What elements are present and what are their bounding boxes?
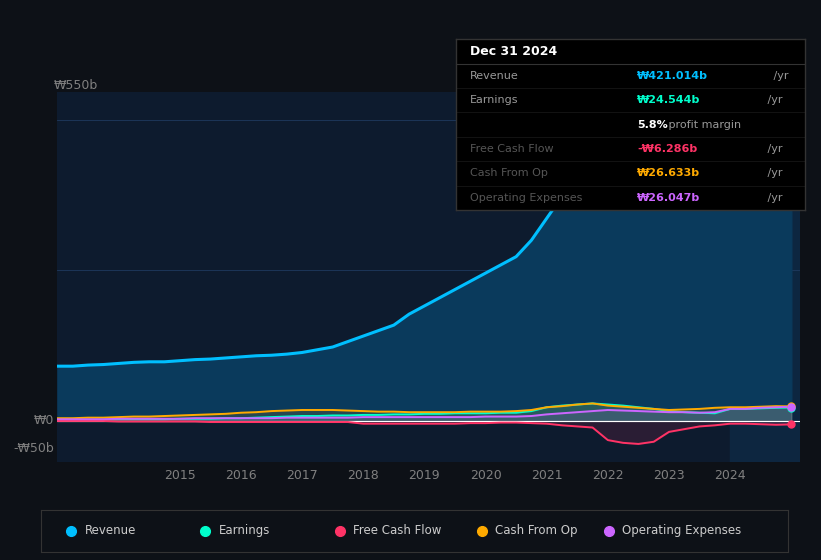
Text: /yr: /yr [764,169,782,179]
Text: ₩24.544b: ₩24.544b [637,95,700,105]
Text: Free Cash Flow: Free Cash Flow [353,524,442,537]
Text: Revenue: Revenue [85,524,135,537]
Text: profit margin: profit margin [665,120,741,129]
Bar [730,92,800,462]
Text: 5.8%: 5.8% [637,120,667,129]
Text: /yr: /yr [764,144,782,154]
Text: Cash From Op: Cash From Op [495,524,578,537]
Text: ₩26.633b: ₩26.633b [637,169,700,179]
Text: Earnings: Earnings [219,524,270,537]
Text: Cash From Op: Cash From Op [470,169,548,179]
Text: Earnings: Earnings [470,95,518,105]
Text: ₩26.047b: ₩26.047b [637,193,700,203]
Text: Revenue: Revenue [470,71,518,81]
Text: ₩421.014b: ₩421.014b [637,71,708,81]
Text: Operating Expenses: Operating Expenses [470,193,582,203]
Text: ₩0: ₩0 [34,414,53,427]
Text: /yr: /yr [770,71,789,81]
Text: /yr: /yr [764,95,782,105]
Text: /yr: /yr [764,193,782,203]
Text: ₩550b: ₩550b [53,80,98,92]
Text: Dec 31 2024: Dec 31 2024 [470,45,557,58]
Text: -₩50b: -₩50b [13,442,53,455]
Text: Operating Expenses: Operating Expenses [622,524,741,537]
Text: Free Cash Flow: Free Cash Flow [470,144,553,154]
Text: -₩6.286b: -₩6.286b [637,144,697,154]
